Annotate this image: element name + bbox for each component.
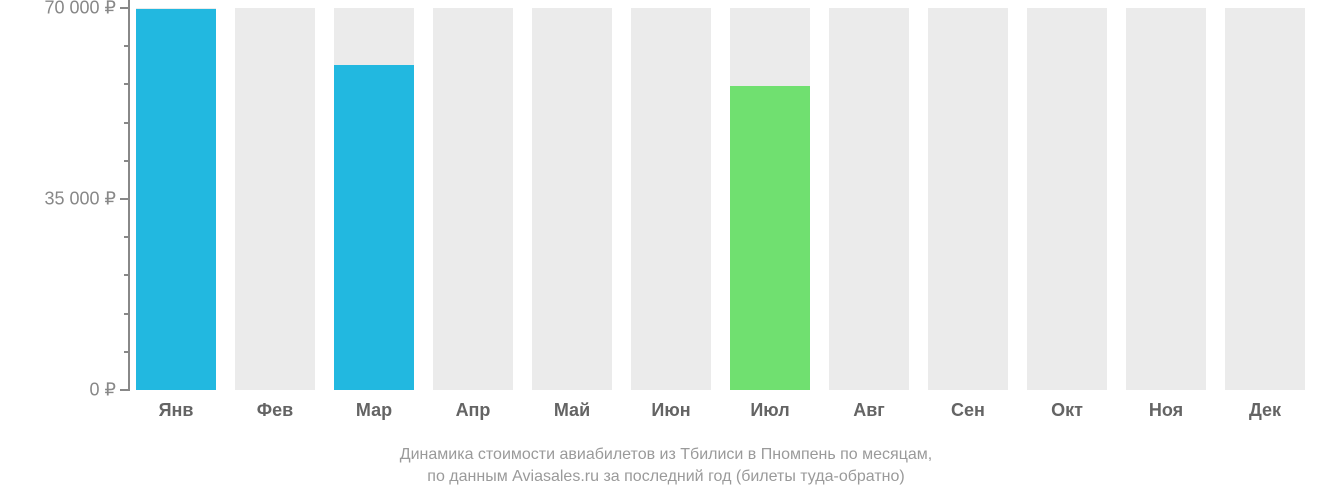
bar-background [1027, 8, 1107, 390]
x-tick-label: Авг [829, 400, 909, 421]
bar-slot [928, 8, 1008, 390]
x-tick-label: Июл [730, 400, 810, 421]
bar-background [829, 8, 909, 390]
y-tick-mark [120, 198, 130, 200]
bar-background [1225, 8, 1305, 390]
y-tick-label: 35 000 ₽ [44, 189, 116, 210]
bar-slot [730, 8, 810, 390]
y-tick-mark [120, 7, 130, 9]
bar-slot [1027, 8, 1107, 390]
bar-slot [829, 8, 909, 390]
x-tick-label: Фев [235, 400, 315, 421]
bar-background [928, 8, 1008, 390]
bar-background [433, 8, 513, 390]
bar-value [334, 65, 414, 390]
x-tick-label: Сен [928, 400, 1008, 421]
bar-value [136, 9, 216, 390]
x-tick-label: Ноя [1126, 400, 1206, 421]
bar-slot [334, 8, 414, 390]
bar-slot [1225, 8, 1305, 390]
bar-background [1126, 8, 1206, 390]
y-tick-label: 0 ₽ [90, 380, 116, 401]
bar-slot [631, 8, 711, 390]
bar-slot [1126, 8, 1206, 390]
plot-area [130, 8, 1320, 390]
bar-value [730, 86, 810, 391]
bar-slot [433, 8, 513, 390]
x-tick-label: Мар [334, 400, 414, 421]
x-tick-label: Дек [1225, 400, 1305, 421]
x-tick-label: Май [532, 400, 612, 421]
bar-background [532, 8, 612, 390]
x-tick-label: Окт [1027, 400, 1107, 421]
y-tick-label: 70 000 ₽ [44, 0, 116, 19]
y-axis: 0 ₽35 000 ₽70 000 ₽ [0, 0, 130, 390]
x-tick-label: Янв [136, 400, 216, 421]
bar-slot [532, 8, 612, 390]
bar-background [631, 8, 711, 390]
y-tick-mark [120, 389, 130, 391]
bar-slot [136, 8, 216, 390]
x-tick-label: Апр [433, 400, 513, 421]
price-bar-chart: 0 ₽ 35 000 ₽ 70 000 ₽ Янв Фев Мар Апр Май Июн Ию… [0, 0, 1332, 502]
bar-background [235, 8, 315, 390]
x-tick-label: Июн [631, 400, 711, 421]
bar-slot [235, 8, 315, 390]
chart-caption-line1: Динамика стоимости авиабилетов из Тбилис… [0, 446, 1332, 464]
chart-caption-line2: по данным Aviasales.ru за последний год … [0, 468, 1332, 486]
